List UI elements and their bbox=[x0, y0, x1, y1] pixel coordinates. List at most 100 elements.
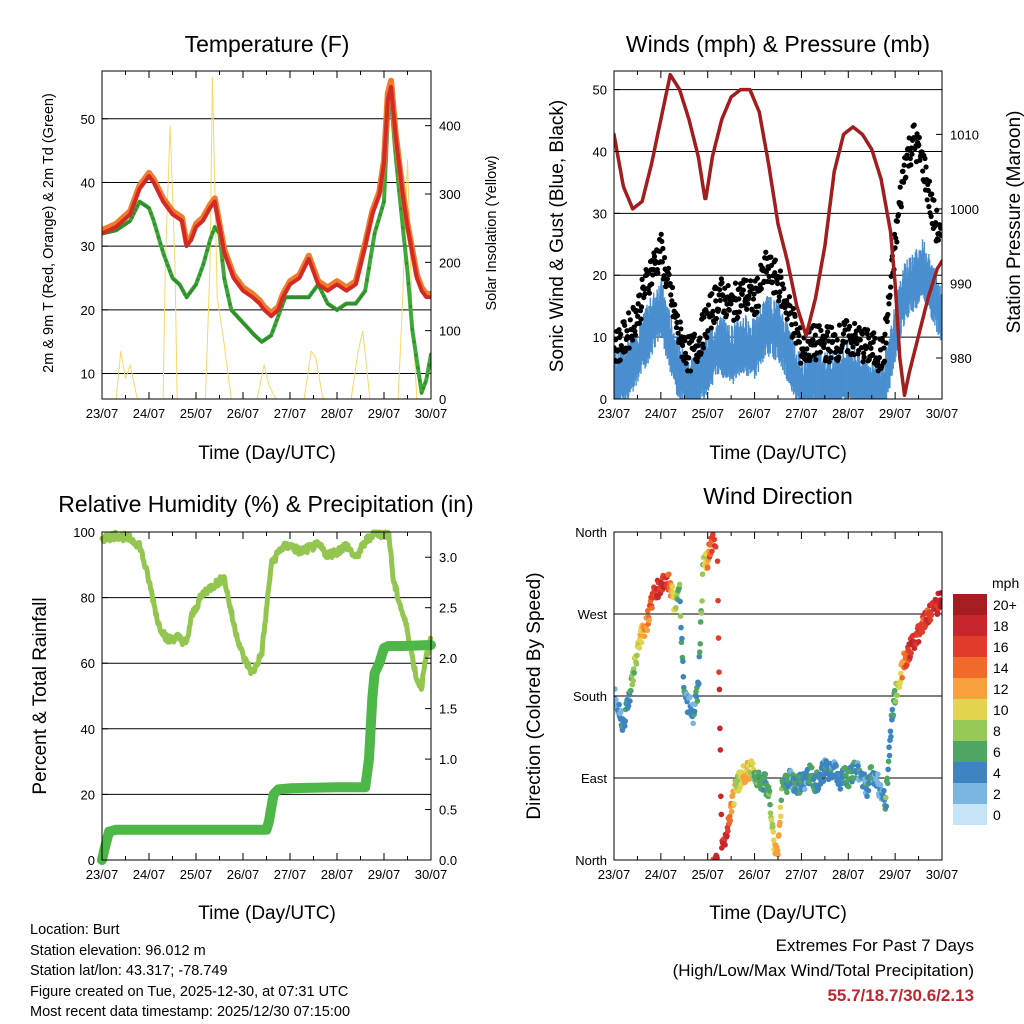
2m-temp-line bbox=[102, 87, 431, 316]
dewpoint-point bbox=[202, 262, 205, 265]
gust-point bbox=[929, 214, 934, 219]
direction-point bbox=[908, 650, 914, 656]
gust-point bbox=[754, 310, 759, 315]
direction-point bbox=[883, 795, 889, 801]
gust-point bbox=[751, 296, 756, 301]
gust-point bbox=[936, 237, 941, 242]
x-tick-label: 25/07 bbox=[180, 867, 213, 882]
dewpoint-point bbox=[206, 249, 209, 252]
humidity-ylabel: Percent & Total Rainfall bbox=[30, 597, 51, 794]
y-tick-label: 0 bbox=[88, 853, 95, 868]
y-tick-label: South bbox=[573, 689, 607, 704]
gust-point bbox=[668, 292, 673, 297]
direction-point bbox=[899, 675, 905, 681]
direction-point bbox=[628, 688, 634, 694]
gust-point bbox=[852, 321, 857, 326]
gust-point bbox=[655, 270, 660, 275]
plot-frame bbox=[102, 71, 431, 399]
direction-point bbox=[709, 549, 715, 555]
direction-point bbox=[750, 761, 756, 767]
dewpoint-point bbox=[179, 286, 182, 289]
direction-point bbox=[700, 571, 706, 577]
x-tick-label: 30/07 bbox=[926, 406, 959, 421]
y2-tick-label: 100 bbox=[439, 324, 461, 339]
dewpoint-point bbox=[185, 296, 188, 299]
direction-point bbox=[634, 661, 640, 667]
dewpoint-point bbox=[271, 329, 274, 332]
dewpoint-point bbox=[226, 294, 229, 297]
direction-point bbox=[809, 765, 815, 771]
legend-swatch bbox=[953, 636, 987, 657]
y2-tick-label: 0 bbox=[439, 392, 446, 407]
gust-point bbox=[697, 335, 702, 340]
y-tick-label: East bbox=[581, 771, 607, 786]
figure: Temperature (F) 102030405023/07 24/07 25/0… bbox=[0, 0, 1024, 1024]
direction-point bbox=[864, 793, 870, 799]
y2-tick-label: 400 bbox=[439, 119, 461, 134]
dewpoint-point bbox=[365, 278, 368, 281]
dewpoint-point bbox=[428, 364, 431, 367]
y-tick-label: 50 bbox=[81, 112, 95, 127]
y2-tick-label: 2.5 bbox=[439, 601, 457, 616]
dewpoint-point bbox=[134, 208, 137, 211]
gust-point bbox=[796, 333, 801, 338]
speed-legend: mph 20+181614121086420 bbox=[953, 575, 1019, 825]
gust-point bbox=[616, 327, 621, 332]
direction-point bbox=[878, 782, 884, 788]
dewpoint-point bbox=[157, 235, 160, 238]
y-tick-label: 10 bbox=[81, 367, 95, 382]
direction-point bbox=[821, 778, 827, 784]
x-tick-label: 30/07 bbox=[926, 867, 959, 882]
direction-point bbox=[717, 726, 723, 732]
gust-point bbox=[716, 307, 721, 312]
y-tick-label: 60 bbox=[81, 656, 95, 671]
legend-label: 4 bbox=[993, 765, 1001, 781]
direction-point bbox=[846, 784, 852, 790]
direction-point bbox=[711, 537, 717, 543]
legend-label: 8 bbox=[993, 723, 1001, 739]
direction-point bbox=[627, 698, 633, 704]
gust-point bbox=[793, 321, 798, 326]
gust-point bbox=[847, 324, 852, 329]
dewpoint-point bbox=[196, 278, 199, 281]
gust-point bbox=[719, 280, 724, 285]
direction-point bbox=[719, 812, 725, 818]
winds-title: Winds (mph) & Pressure (mb) bbox=[626, 31, 930, 57]
direction-point bbox=[875, 771, 881, 777]
dewpoint-point bbox=[320, 291, 323, 294]
y-tick-label: 0 bbox=[600, 392, 607, 407]
dewpoint-point bbox=[313, 288, 316, 291]
dewpoint-point bbox=[164, 259, 167, 262]
gust-point bbox=[830, 339, 835, 344]
x-tick-label: 30/07 bbox=[415, 867, 448, 882]
gust-point bbox=[773, 257, 778, 262]
x-tick-label: 23/07 bbox=[86, 867, 119, 882]
gust-point bbox=[885, 312, 890, 317]
precip-line bbox=[102, 645, 431, 860]
gust-point bbox=[785, 316, 790, 321]
direction-point bbox=[692, 709, 698, 715]
gust-point bbox=[662, 255, 667, 260]
x-tick-label: 26/07 bbox=[738, 867, 771, 882]
x-tick-label: 28/07 bbox=[832, 406, 865, 421]
gust-point bbox=[902, 163, 907, 168]
gust-point bbox=[704, 335, 709, 340]
legend-swatch bbox=[953, 657, 987, 678]
direction-title: Wind Direction bbox=[703, 483, 853, 509]
x-tick-label: 28/07 bbox=[321, 406, 354, 421]
gust-point bbox=[828, 349, 833, 354]
direction-point bbox=[718, 747, 724, 753]
gust-point bbox=[709, 291, 714, 296]
dewpoint-point bbox=[414, 353, 417, 356]
direction-point bbox=[928, 613, 934, 619]
gust-point bbox=[618, 332, 623, 337]
direction-marks bbox=[611, 532, 945, 863]
gust-point bbox=[931, 198, 936, 203]
legend-label: 10 bbox=[993, 702, 1009, 718]
dewpoint-point bbox=[177, 283, 180, 286]
dewpoint-point bbox=[367, 267, 370, 270]
gust-point bbox=[630, 337, 635, 342]
y-tick-label: North bbox=[575, 853, 607, 868]
dewpoint-point bbox=[224, 285, 227, 288]
direction-point bbox=[778, 797, 784, 803]
